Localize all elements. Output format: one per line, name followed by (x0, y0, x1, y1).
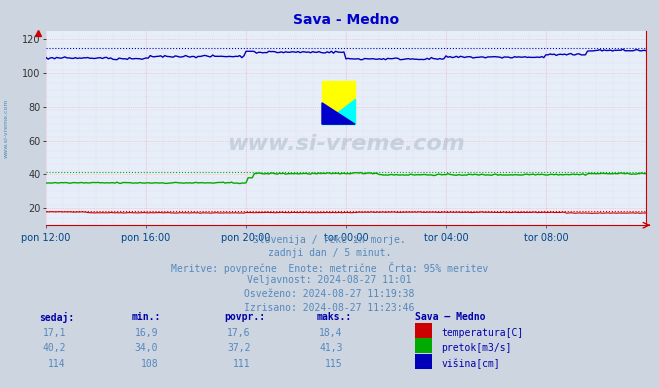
Text: 37,2: 37,2 (227, 343, 250, 353)
Text: 17,6: 17,6 (227, 328, 250, 338)
Bar (322, 81, 355, 124)
Text: 108: 108 (140, 359, 158, 369)
Text: maks.:: maks.: (316, 312, 351, 322)
Text: Izrisano: 2024-08-27 11:23:46: Izrisano: 2024-08-27 11:23:46 (244, 303, 415, 313)
Title: Sava - Medno: Sava - Medno (293, 13, 399, 27)
Text: 40,2: 40,2 (42, 343, 66, 353)
Text: pretok[m3/s]: pretok[m3/s] (442, 343, 512, 353)
Text: 16,9: 16,9 (134, 328, 158, 338)
Text: Slovenija / reke in morje.: Slovenija / reke in morje. (253, 235, 406, 245)
Polygon shape (322, 103, 355, 124)
Text: Osveženo: 2024-08-27 11:19:38: Osveženo: 2024-08-27 11:19:38 (244, 289, 415, 299)
Text: Veljavnost: 2024-08-27 11:01: Veljavnost: 2024-08-27 11:01 (247, 275, 412, 286)
Text: Meritve: povprečne  Enote: metrične  Črta: 95% meritev: Meritve: povprečne Enote: metrične Črta:… (171, 262, 488, 274)
Text: 18,4: 18,4 (319, 328, 343, 338)
Text: temperatura[C]: temperatura[C] (442, 328, 524, 338)
Text: 111: 111 (233, 359, 250, 369)
Text: sedaj:: sedaj: (40, 312, 74, 323)
Text: www.si-vreme.com: www.si-vreme.com (227, 133, 465, 154)
Text: min.:: min.: (132, 312, 161, 322)
Text: 41,3: 41,3 (319, 343, 343, 353)
Polygon shape (322, 99, 355, 124)
Text: zadnji dan / 5 minut.: zadnji dan / 5 minut. (268, 248, 391, 258)
Text: višina[cm]: višina[cm] (442, 359, 500, 369)
Text: 34,0: 34,0 (134, 343, 158, 353)
Text: Sava – Medno: Sava – Medno (415, 312, 486, 322)
Text: 114: 114 (48, 359, 66, 369)
Text: 115: 115 (325, 359, 343, 369)
Text: www.si-vreme.com: www.si-vreme.com (3, 98, 9, 158)
Text: 17,1: 17,1 (42, 328, 66, 338)
Text: povpr.:: povpr.: (224, 312, 265, 322)
